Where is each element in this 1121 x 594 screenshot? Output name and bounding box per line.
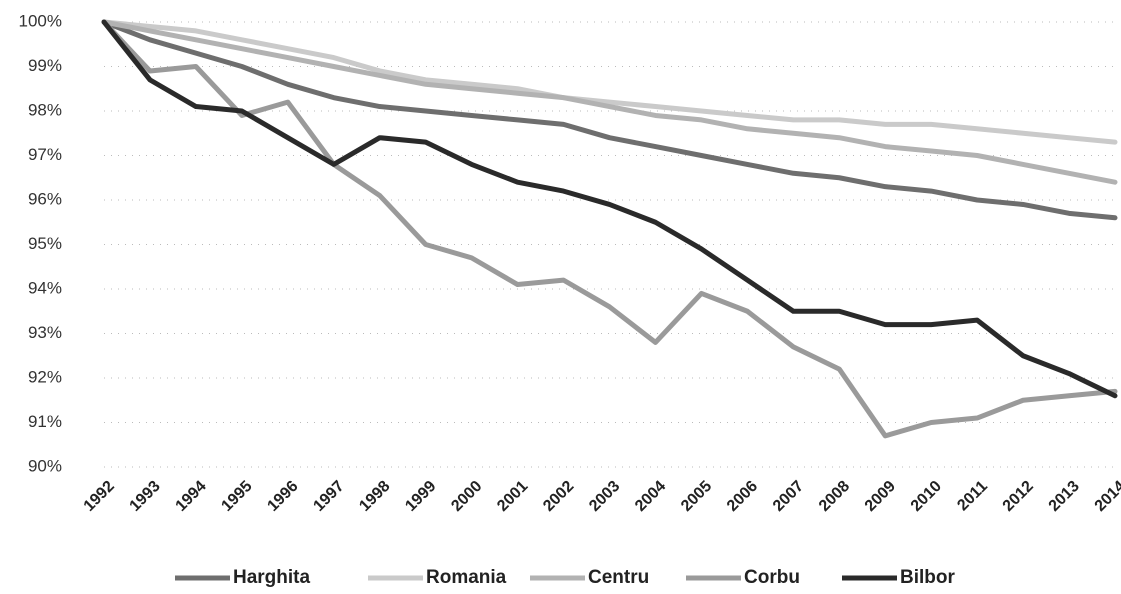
x-tick-label: 2000 bbox=[448, 478, 485, 515]
x-tick-label: 2007 bbox=[770, 478, 807, 515]
y-tick-label: 97% bbox=[28, 145, 62, 164]
legend-label: Harghita bbox=[233, 567, 311, 588]
series-line bbox=[101, 19, 1118, 439]
x-tick-label: 2006 bbox=[724, 478, 761, 515]
x-tick-label: 2010 bbox=[908, 478, 945, 515]
x-tick-label: 2001 bbox=[494, 478, 531, 515]
y-tick-label: 90% bbox=[28, 456, 62, 475]
y-tick-label: 92% bbox=[28, 367, 62, 386]
series-line bbox=[101, 19, 1118, 221]
x-tick-label: 2009 bbox=[862, 478, 899, 515]
x-tick-label: 1992 bbox=[81, 478, 118, 515]
x-tick-label: 2003 bbox=[586, 478, 623, 515]
legend-label: Centru bbox=[588, 567, 649, 588]
x-tick-label: 2011 bbox=[954, 478, 991, 515]
x-tick-label: 1998 bbox=[356, 478, 393, 515]
y-tick-label: 91% bbox=[28, 412, 62, 431]
y-tick-label: 94% bbox=[28, 278, 62, 297]
x-tick-label: 1993 bbox=[127, 478, 164, 515]
y-tick-label: 100% bbox=[19, 11, 62, 30]
legend-label: Bilbor bbox=[900, 567, 955, 588]
x-tick-label: 2014 bbox=[1092, 478, 1121, 515]
x-tick-label: 2013 bbox=[1046, 478, 1083, 515]
x-tick-label: 1997 bbox=[310, 478, 347, 515]
y-tick-label: 99% bbox=[28, 56, 62, 75]
x-tick-label: 2012 bbox=[1000, 478, 1037, 515]
x-tick-label: 1996 bbox=[264, 478, 301, 515]
x-tick-label: 2005 bbox=[678, 478, 715, 515]
y-tick-label: 98% bbox=[28, 100, 62, 119]
x-tick-label: 2004 bbox=[632, 478, 669, 515]
series-line bbox=[101, 19, 1118, 145]
x-tick-label: 1994 bbox=[173, 478, 210, 515]
y-tick-label: 93% bbox=[28, 323, 62, 342]
series-line bbox=[101, 19, 1118, 399]
legend-label: Corbu bbox=[744, 567, 800, 588]
legend-label: Romania bbox=[426, 567, 507, 588]
y-tick-label: 95% bbox=[28, 234, 62, 253]
y-tick-label: 96% bbox=[28, 189, 62, 208]
series-line bbox=[101, 19, 1118, 185]
x-tick-label: 1995 bbox=[218, 478, 255, 515]
x-tick-label: 1999 bbox=[402, 478, 439, 515]
x-tick-label: 2002 bbox=[540, 478, 577, 515]
x-tick-label: 2008 bbox=[816, 478, 853, 515]
